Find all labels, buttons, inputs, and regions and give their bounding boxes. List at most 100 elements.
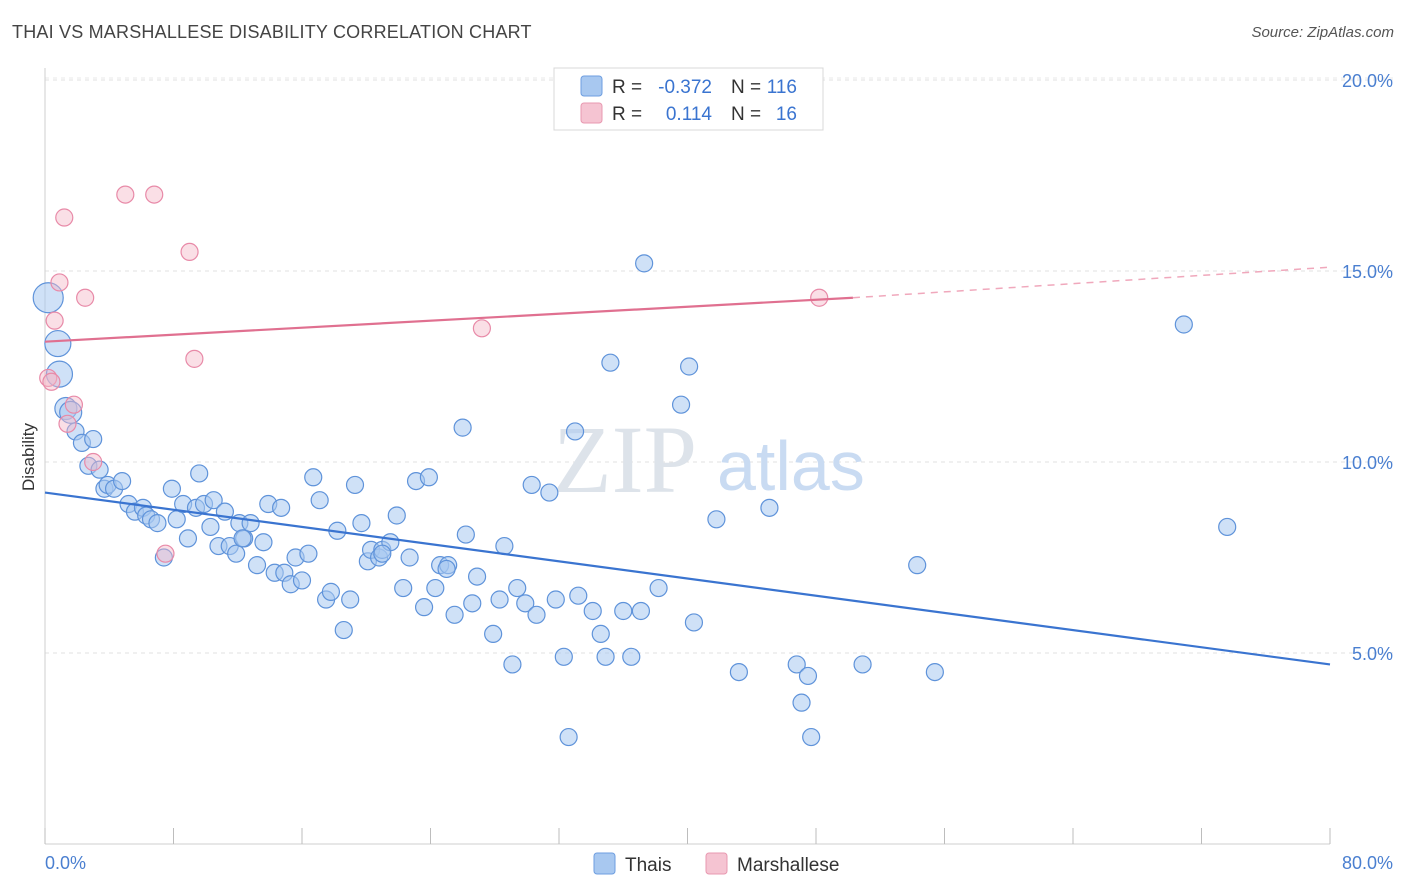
legend-n-label-marshallese: N = [731, 104, 761, 125]
thais-point [516, 594, 535, 613]
marshallese-point [185, 349, 204, 368]
thais-point [148, 514, 167, 533]
legend-r-value-thais: -0.372 [658, 77, 712, 98]
thais-point [527, 605, 546, 624]
x-tick-labels: 0.0% 80.0% [45, 853, 1393, 873]
legend-r-label-thais: R = [612, 77, 642, 98]
thais-point [419, 468, 438, 487]
y-tick-label: 10.0% [1342, 453, 1393, 473]
thais-point [601, 353, 620, 372]
thais-point [272, 498, 291, 517]
series-marshallese-points [39, 185, 829, 563]
thais-point [400, 548, 419, 567]
thais-point [925, 662, 944, 682]
y-tick-labels: 5.0% 10.0% 15.0% 20.0% [1342, 71, 1393, 664]
thais-point [178, 529, 198, 548]
thais-point [373, 544, 392, 563]
thais-point [445, 605, 464, 624]
thais-point [463, 594, 482, 613]
marshallese-point [76, 288, 95, 307]
thais-trend-line [44, 491, 1331, 666]
thais-point [495, 536, 514, 556]
watermark-atlas: atlas [717, 427, 865, 505]
thais-point [798, 666, 818, 686]
thais-point [680, 357, 699, 376]
thais-point [1174, 315, 1193, 334]
thais-point [540, 483, 559, 502]
grid-lines [45, 77, 1393, 654]
thais-point [341, 590, 360, 609]
thais-point [596, 647, 615, 666]
thais-point [310, 491, 329, 510]
thais-point [787, 655, 806, 674]
thais-point [299, 544, 318, 563]
thais-point [394, 578, 413, 598]
thais-point [84, 429, 103, 449]
thais-point [559, 727, 578, 747]
legend-bottom-swatch-thais [593, 852, 616, 875]
thais-point [522, 475, 541, 495]
marshallese-trend-extension [852, 266, 1331, 299]
thais-point [190, 464, 209, 483]
thais-point [90, 460, 109, 479]
stats-legend: R = -0.372 N = 116 R = 0.114 N = 16 [553, 67, 824, 131]
thais-point [635, 254, 654, 273]
thais-point [908, 556, 927, 575]
x-tick-label-max: 80.0% [1342, 853, 1393, 873]
legend-bottom-swatch-marshallese [705, 852, 728, 875]
watermark-zip: ZIP [553, 406, 697, 513]
thais-point [453, 418, 472, 437]
thais-point [241, 514, 260, 533]
marshallese-point [50, 273, 69, 292]
marshallese-point [58, 414, 77, 433]
thais-point [583, 601, 602, 621]
legend-swatch-thais [580, 75, 603, 97]
thais-point [334, 620, 353, 640]
y-tick-label: 15.0% [1342, 262, 1393, 282]
thais-point [254, 533, 273, 552]
thais-point [437, 559, 456, 579]
thais-point [565, 422, 585, 441]
legend-r-label-marshallese: R = [612, 104, 642, 125]
marshallese-point [156, 544, 175, 563]
y-axis-title: Disability [19, 422, 38, 491]
legend-bottom-label-thais: Thais [625, 855, 671, 876]
thais-point [352, 514, 371, 533]
thais-point [546, 590, 565, 609]
thais-point [591, 624, 610, 644]
marshallese-point [55, 208, 74, 227]
y-tick-label: 20.0% [1342, 71, 1393, 91]
thais-point [321, 582, 341, 601]
thais-point [456, 525, 475, 544]
thais-point [233, 529, 252, 548]
legend-swatch-marshallese [580, 102, 603, 124]
thais-point [162, 479, 181, 498]
legend-bottom-label-marshallese: Marshallese [737, 855, 839, 876]
trend-lines [44, 266, 1331, 666]
x-tick-label-min: 0.0% [45, 853, 86, 873]
thais-point [484, 624, 503, 644]
thais-point [201, 517, 220, 537]
chart-title: THAI VS MARSHALLESE DISABILITY CORRELATI… [12, 22, 532, 42]
thais-point [1218, 517, 1237, 537]
marshallese-point [45, 311, 64, 330]
thais-point [490, 590, 509, 609]
thais-point [792, 693, 811, 712]
thais-point [760, 498, 779, 517]
thais-point [467, 567, 487, 586]
thais-point [671, 395, 691, 414]
thais-point [387, 506, 406, 525]
marshallese-point [145, 185, 164, 204]
thais-point [247, 556, 267, 575]
thais-point [614, 601, 633, 621]
thais-point [345, 475, 365, 495]
thais-point [292, 571, 312, 590]
thais-point [227, 544, 246, 563]
marshallese-trend-line [44, 296, 854, 343]
source-label: Source: ZipAtlas.com [1251, 24, 1394, 41]
marshallese-point [64, 395, 84, 414]
legend-n-label-thais: N = [731, 77, 761, 98]
legend-n-value-thais: 116 [767, 77, 797, 98]
thais-point [414, 598, 434, 617]
